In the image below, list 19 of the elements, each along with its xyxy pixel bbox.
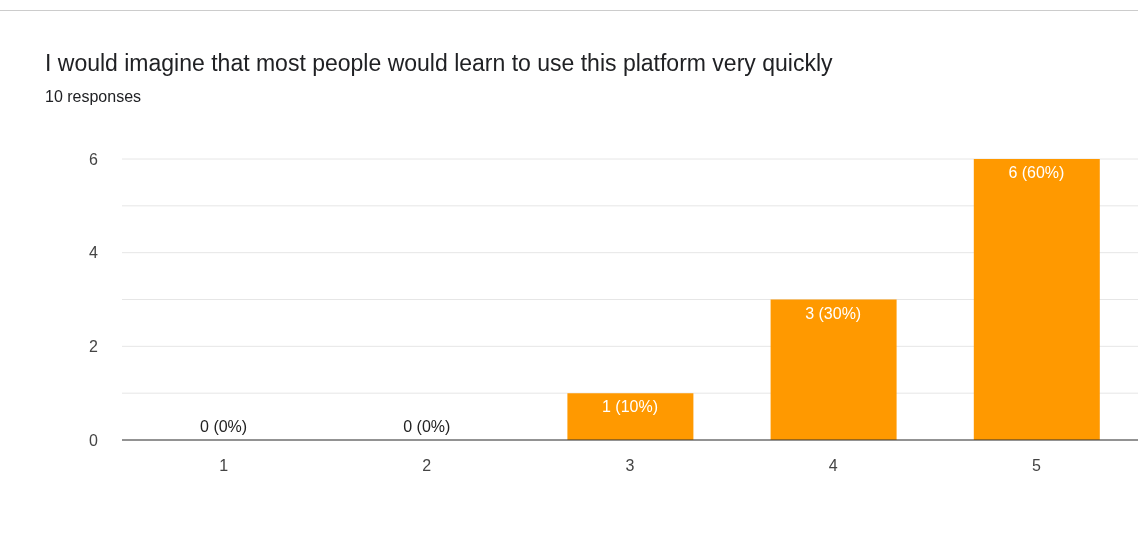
x-tick-label: 5 <box>1031 457 1041 475</box>
data-label: 3 (30%) <box>805 304 862 322</box>
chart-subtitle: 10 responses <box>45 88 142 106</box>
y-tick-label: 0 <box>89 431 99 449</box>
data-label: 0 (0%) <box>200 418 248 435</box>
chart-title: I would imagine that most people would learn to use this platform very quickly <box>45 50 833 77</box>
y-tick-label: 2 <box>89 338 99 356</box>
bar <box>973 159 1100 440</box>
data-label: 6 (60%) <box>1008 164 1065 181</box>
x-tick-label: 2 <box>422 457 432 475</box>
data-label: 1 (10%) <box>601 398 659 416</box>
bar <box>567 393 694 440</box>
x-tick-label: 4 <box>828 457 838 475</box>
x-tick-label: 3 <box>625 457 635 475</box>
x-tick-label: 1 <box>219 457 229 475</box>
bar <box>770 299 897 440</box>
y-tick-label: 6 <box>89 150 99 168</box>
y-tick-label: 4 <box>89 244 99 262</box>
data-label: 0 (0%) <box>403 418 451 435</box>
